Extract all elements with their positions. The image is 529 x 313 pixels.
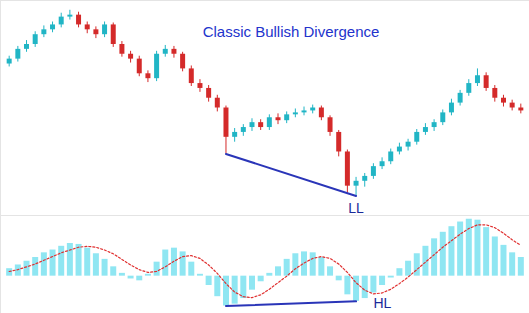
svg-text:HL: HL (373, 295, 391, 311)
svg-text:Classic Bullish Divergence: Classic Bullish Divergence (203, 23, 380, 40)
svg-text:LL: LL (348, 200, 364, 215)
